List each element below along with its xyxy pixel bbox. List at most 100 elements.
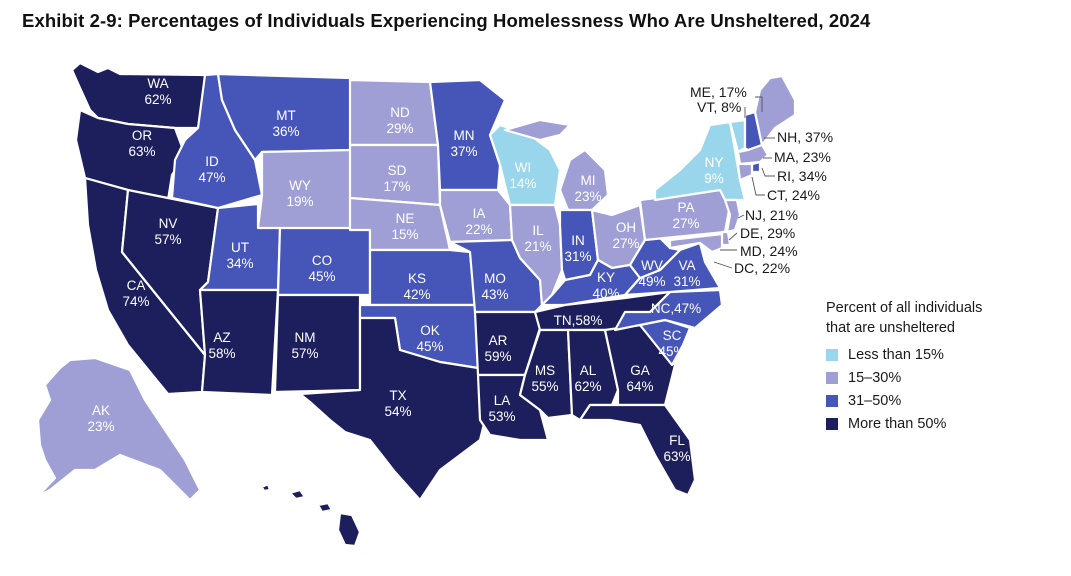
state-abbr: OH	[616, 220, 636, 235]
state-abbr: AZ	[213, 330, 230, 345]
state-value: 14%	[509, 176, 536, 191]
state-abbr: MS	[535, 363, 555, 378]
state-value: 51%	[283, 529, 310, 544]
state-label-pa: PA 27%	[672, 200, 699, 231]
state-shape-de	[720, 230, 732, 247]
state-abbr: OR	[132, 128, 153, 143]
state-shape-nc	[613, 288, 724, 332]
state-abbr: AL	[580, 363, 597, 378]
legend-item-label: 15–30%	[848, 369, 902, 386]
state-value: 45%	[308, 269, 335, 284]
state-label-oh: OH 27%	[612, 220, 639, 251]
state-value: 62%	[574, 379, 601, 394]
state-value: 42%	[403, 287, 430, 302]
state-abbr: FL	[669, 433, 685, 448]
state-shape-hi	[260, 482, 362, 548]
state-abbr: KS	[408, 271, 426, 286]
state-abbr: MT	[276, 108, 296, 123]
state-label-id: ID 47%	[198, 154, 225, 185]
state-label-ga: GA 64%	[626, 363, 653, 394]
legend-title-line-1: Percent of all individuals	[826, 300, 983, 316]
state-label-ia: IA 22%	[465, 206, 492, 237]
state-label-nh: NH, 37%	[777, 129, 833, 145]
state-value: 47%	[198, 170, 225, 185]
legend-swatch	[826, 394, 838, 407]
state-value: 45%	[416, 339, 443, 354]
state-value: 63%	[128, 144, 155, 159]
state-label-ri: RI, 34%	[777, 168, 827, 184]
state-abbr: NV	[159, 216, 178, 231]
page-title: Exhibit 2-9: Percentages of Individuals …	[22, 10, 871, 31]
legend-swatch	[826, 371, 838, 384]
state-abbr: WV	[641, 258, 663, 273]
state-abbr: NE	[396, 211, 415, 226]
state-value: 57%	[154, 232, 181, 247]
state-shape-md	[668, 232, 724, 254]
state-label-nj: NJ, 21%	[745, 207, 798, 223]
state-value: 17%	[383, 179, 410, 194]
state-abbr: KY	[597, 270, 615, 285]
state-shape-pa	[638, 188, 732, 242]
legend-item-label: 31–50%	[848, 392, 902, 409]
state-abbr: WY	[289, 178, 311, 193]
state-label-ar: AR 59%	[484, 333, 511, 364]
state-value: 23%	[574, 189, 601, 204]
state-value: 49%	[638, 274, 665, 289]
state-value: 62%	[144, 92, 171, 107]
state-shape-ak	[36, 356, 202, 502]
state-abbr: AR	[489, 333, 508, 348]
state-label-tx: TX 54%	[384, 388, 411, 419]
state-shape-me	[753, 74, 797, 147]
state-label-mn: MN 37%	[450, 128, 477, 159]
state-value: 63%	[663, 449, 690, 464]
state-label-nv: NV 57%	[154, 216, 181, 247]
state-label-ms: MS 55%	[531, 363, 558, 394]
state-shape-mi	[503, 118, 610, 212]
state-abbr: IN	[571, 233, 585, 248]
state-label-mo: MO 43%	[481, 271, 508, 302]
state-abbr: SD	[388, 163, 407, 178]
state-abbr: WA	[147, 76, 168, 91]
state-label-mi: MI 23%	[574, 173, 601, 204]
state-value: 29%	[386, 121, 413, 136]
state-label-me: ME, 17%	[690, 84, 747, 100]
state-abbr: SC	[663, 328, 682, 343]
state-label-wy: WY 19%	[286, 178, 313, 209]
state-label-ca: CA 74%	[122, 278, 149, 309]
legend-item-label: More than 50%	[848, 415, 947, 432]
state-value: 37%	[450, 144, 477, 159]
state-shape-nm	[273, 293, 362, 394]
state-label-ks: KS 42%	[403, 271, 430, 302]
state-abbr: IL	[532, 223, 544, 238]
state-abbr: MI	[581, 173, 596, 188]
state-abbr: NY	[705, 155, 724, 170]
state-label-vt: VT, 8%	[697, 99, 741, 115]
state-label-hi: HI 51%	[283, 513, 310, 544]
state-abbr: CO	[312, 253, 332, 268]
state-value: 21%	[524, 239, 551, 254]
state-value: 45%	[658, 344, 685, 359]
state-label-nd: ND 29%	[386, 105, 413, 136]
state-label-tn: TN,58%	[554, 313, 603, 328]
legend-swatch	[826, 417, 838, 430]
state-abbr: ND	[390, 105, 410, 120]
state-value: 58%	[208, 346, 235, 361]
state-abbr: MO	[484, 271, 506, 286]
state-label-de: DE, 29%	[740, 225, 795, 241]
state-shape-az	[198, 288, 280, 397]
state-label-va: VA 31%	[673, 258, 700, 289]
state-label-or: OR 63%	[128, 128, 155, 159]
state-label-ut: UT 34%	[226, 240, 253, 271]
state-value: 43%	[481, 287, 508, 302]
state-shape-ri	[750, 160, 762, 174]
state-label-ny: NY 9%	[704, 155, 724, 186]
state-value: 55%	[531, 379, 558, 394]
state-label-ok: OK 45%	[416, 323, 443, 354]
state-shape-or	[74, 108, 187, 202]
state-abbr: AK	[92, 403, 110, 418]
state-label-dc: DC, 22%	[734, 260, 790, 276]
state-value: 22%	[465, 222, 492, 237]
state-abbr: PA	[677, 200, 694, 215]
legend-item-15-30: 15–30%	[826, 369, 1026, 386]
